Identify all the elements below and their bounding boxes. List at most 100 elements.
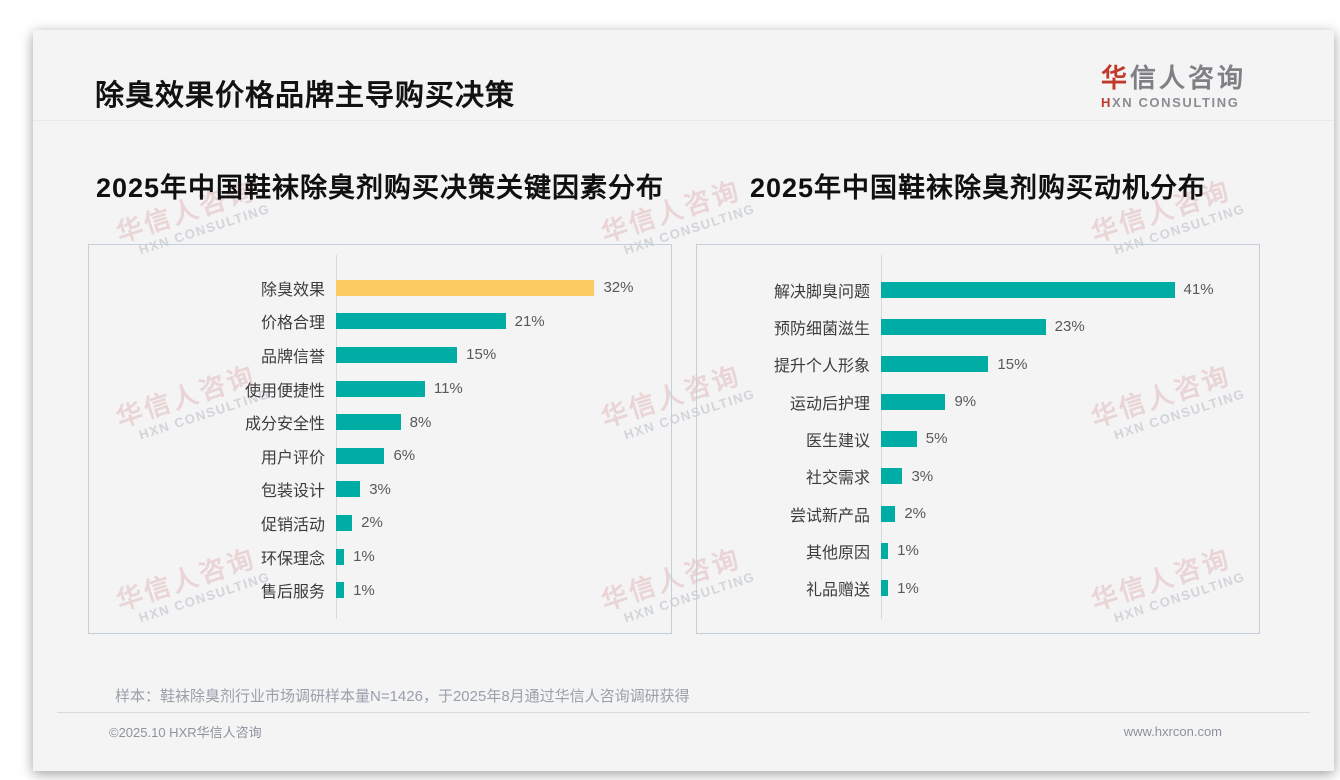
bar: [336, 346, 458, 363]
bar: [881, 393, 946, 410]
bar-track: 6%: [336, 447, 651, 464]
bar: [336, 279, 595, 296]
bar-track: 2%: [881, 505, 1239, 522]
bar: [881, 318, 1046, 335]
bar-track: 3%: [336, 481, 651, 498]
bar-track: 21%: [336, 313, 651, 330]
value-label: 15%: [997, 355, 1028, 373]
chart-row: 环保理念 1%: [109, 545, 651, 569]
bar-track: 9%: [881, 393, 1239, 410]
bar-track: 1%: [336, 582, 651, 599]
chart-row: 成分安全性 8%: [109, 410, 651, 434]
bar-track: 3%: [881, 468, 1239, 485]
chart-row: 运动后护理 9%: [717, 390, 1239, 414]
category-label: 包装设计: [260, 483, 325, 501]
value-label: 32%: [603, 279, 634, 297]
chart-row: 价格合理 21%: [109, 309, 651, 333]
bar-track: 15%: [881, 356, 1239, 373]
chart-row: 用户评价 6%: [109, 444, 651, 468]
category-label: 用户评价: [260, 449, 325, 467]
chart-row: 包装设计 3%: [109, 477, 651, 501]
value-label: 3%: [369, 480, 391, 498]
value-label: 3%: [911, 467, 934, 485]
bar: [881, 468, 903, 485]
value-label: 6%: [393, 447, 416, 465]
y-axis-line: [336, 255, 337, 619]
category-label: 成分安全性: [244, 416, 325, 434]
bar-track: 32%: [336, 279, 651, 296]
value-label: 11%: [433, 380, 463, 398]
category-label: 其他原因: [805, 544, 870, 562]
category-label: 使用便捷性: [244, 382, 325, 400]
value-label: 15%: [466, 346, 497, 364]
value-label: 23%: [1054, 318, 1085, 336]
category-label: 预防细菌滋生: [773, 320, 870, 338]
category-label: 除臭效果: [260, 281, 325, 299]
category-label: 提升个人形象: [773, 358, 870, 376]
chart-row: 使用便捷性 11%: [109, 377, 651, 401]
logo-chinese-name: 华信人咨询: [1101, 58, 1246, 95]
bar-track: 1%: [336, 548, 651, 565]
bar: [881, 542, 889, 559]
logo-accent-char: 华: [1100, 63, 1130, 93]
category-label: 环保理念: [260, 550, 325, 568]
bar: [881, 505, 896, 522]
chart-rows: 除臭效果 32% 价格合理 21% 品牌信誉 15% 使用便捷性 11% 成分安全性 8% 用户评价…: [109, 271, 651, 607]
header-divider: [33, 120, 1334, 121]
chart-rows: 解决脚臭问题 41% 预防细菌滋生 23% 提升个人形象 15% 运动后护理 9% 医生建议 5%…: [717, 271, 1239, 607]
value-label: 9%: [954, 393, 977, 411]
website-link[interactable]: www.hxrcon.com: [1123, 724, 1222, 739]
bar: [336, 380, 425, 397]
category-label: 售后服务: [260, 584, 325, 602]
bar: [881, 281, 1175, 298]
chart-row: 社交需求 3%: [717, 464, 1239, 488]
category-label: 礼品赠送: [805, 582, 870, 600]
value-label: 2%: [361, 514, 383, 532]
bar: [881, 356, 989, 373]
bar-track: 41%: [881, 281, 1239, 298]
bar: [336, 414, 401, 431]
bar: [881, 580, 889, 597]
value-label: 5%: [925, 430, 948, 448]
bar: [881, 430, 917, 447]
company-logo: 华信人咨询 HXN CONSULTING: [1101, 58, 1246, 110]
value-label: 41%: [1183, 281, 1214, 299]
category-label: 社交需求: [805, 470, 870, 488]
value-label: 1%: [897, 579, 919, 597]
chart-row: 医生建议 5%: [717, 427, 1239, 451]
bar: [336, 447, 385, 464]
logo-english-name: HXN CONSULTING: [1101, 95, 1246, 110]
chart-row: 预防细菌滋生 23%: [717, 315, 1239, 339]
chart-row: 提升个人形象 15%: [717, 352, 1239, 376]
bar-track: 2%: [336, 514, 651, 531]
page-title: 除臭效果价格品牌主导购买决策: [95, 80, 516, 112]
chart-row: 除臭效果 32%: [109, 276, 651, 300]
copyright-text: ©2025.10 HXR华信人咨询: [109, 725, 262, 740]
chart-row: 品牌信誉 15%: [109, 343, 651, 367]
bar-track: 11%: [336, 380, 651, 397]
bar-track: 23%: [881, 318, 1239, 335]
bar: [336, 481, 361, 498]
bar: [336, 313, 506, 330]
value-label: 8%: [409, 413, 432, 431]
value-label: 2%: [904, 505, 926, 523]
bar-track: 1%: [881, 542, 1239, 559]
category-label: 医生建议: [805, 432, 870, 450]
category-label: 解决脚臭问题: [773, 283, 870, 301]
bar-track: 15%: [336, 346, 651, 363]
chart-row: 促销活动 2%: [109, 511, 651, 535]
right-chart-panel: 解决脚臭问题 41% 预防细菌滋生 23% 提升个人形象 15% 运动后护理 9% 医生建议 5%…: [696, 244, 1260, 634]
sample-note: 样本：鞋袜除臭剂行业市场调研样本量N=1426，于2025年8月通过华信人咨询调…: [115, 688, 690, 705]
right-chart-title: 2025年中国鞋袜除臭剂购买动机分布: [749, 173, 1207, 203]
bar: [336, 548, 345, 565]
bar-track: 1%: [881, 580, 1239, 597]
bar-track: 5%: [881, 430, 1239, 447]
chart-row: 售后服务 1%: [109, 578, 651, 602]
category-label: 品牌信誉: [260, 348, 325, 366]
chart-row: 其他原因 1%: [717, 539, 1239, 563]
logo-en-rest: XN CONSULTING: [1111, 95, 1240, 110]
footer-divider: [57, 712, 1310, 713]
chart-row: 尝试新产品 2%: [717, 502, 1239, 526]
logo-en-accent: H: [1100, 95, 1112, 110]
chart-row: 礼品赠送 1%: [717, 576, 1239, 600]
